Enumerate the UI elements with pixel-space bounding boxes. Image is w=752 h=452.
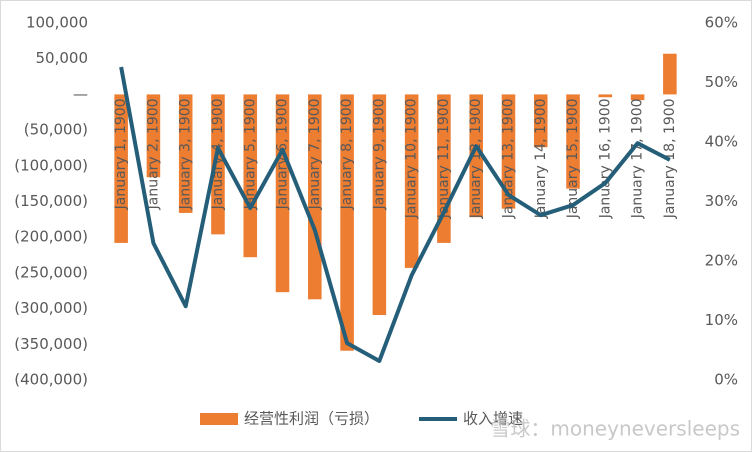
bar bbox=[404, 94, 419, 268]
bar bbox=[114, 94, 128, 243]
y2-tick-label: 60% bbox=[705, 14, 738, 32]
bar bbox=[243, 94, 258, 258]
x-tick-label: January 14, 1900 bbox=[533, 98, 549, 219]
bar bbox=[566, 94, 580, 189]
x-tick-label: January 7, 1900 bbox=[307, 98, 323, 210]
y2-tick-label: 50% bbox=[705, 73, 738, 91]
bar bbox=[178, 94, 193, 213]
x-tick-label: January 16, 1900 bbox=[597, 98, 613, 219]
y-tick-label: (200,000) bbox=[14, 228, 88, 246]
x-tick-label: January 8, 1900 bbox=[339, 98, 355, 210]
y-tick-label: (100,000) bbox=[14, 156, 88, 174]
y-tick-label: (150,000) bbox=[14, 192, 88, 210]
bar bbox=[211, 94, 225, 235]
y-tick-label: 100,000 bbox=[26, 14, 88, 32]
x-tick-label: January 12, 1900 bbox=[468, 98, 484, 219]
x-tick-label: January 11, 1900 bbox=[436, 98, 452, 219]
y2-tick-label: 0% bbox=[714, 371, 738, 389]
y-tick-label: (400,000) bbox=[14, 371, 88, 389]
legend-label: 收入增速 bbox=[463, 410, 523, 428]
x-tick-label: January 2, 1900 bbox=[145, 98, 161, 210]
bar bbox=[340, 94, 354, 351]
watermark: 雪球：moneyneversleeps bbox=[490, 417, 740, 441]
bar bbox=[630, 94, 645, 101]
bar bbox=[372, 94, 387, 316]
y-tick-label: (50,000) bbox=[24, 121, 88, 139]
x-tick-label: January 13, 1900 bbox=[500, 98, 516, 219]
legend-swatch bbox=[200, 413, 238, 425]
x-tick-label: January 9, 1900 bbox=[371, 98, 387, 210]
bar bbox=[275, 94, 290, 293]
y2-tick-label: 30% bbox=[705, 192, 738, 210]
line bbox=[119, 66, 671, 363]
bar bbox=[501, 94, 516, 209]
x-tick-label: January 1, 1900 bbox=[113, 98, 129, 210]
y-tick-label: (250,000) bbox=[14, 263, 88, 281]
y2-tick-label: 20% bbox=[705, 252, 738, 270]
y2-tick-label: 10% bbox=[705, 311, 738, 329]
y-tick-label: 50,000 bbox=[36, 49, 89, 67]
bar bbox=[663, 53, 677, 95]
bar bbox=[146, 94, 161, 178]
legend-label: 经营性利润（亏损） bbox=[244, 410, 379, 428]
y-tick-label: — bbox=[73, 85, 88, 103]
bar bbox=[469, 94, 483, 218]
y2-tick-label: 40% bbox=[705, 133, 738, 151]
x-tick-label: January 17, 1900 bbox=[630, 98, 646, 219]
bar bbox=[598, 94, 613, 98]
y-tick-label: (300,000) bbox=[14, 299, 88, 317]
x-tick-label: January 10, 1900 bbox=[404, 98, 420, 219]
x-tick-label: January 15, 1900 bbox=[565, 98, 581, 219]
y-tick-label: (350,000) bbox=[14, 335, 88, 353]
x-tick-label: January 5, 1900 bbox=[242, 98, 258, 210]
x-tick-label: January 3, 1900 bbox=[178, 98, 194, 210]
bar bbox=[533, 94, 548, 148]
